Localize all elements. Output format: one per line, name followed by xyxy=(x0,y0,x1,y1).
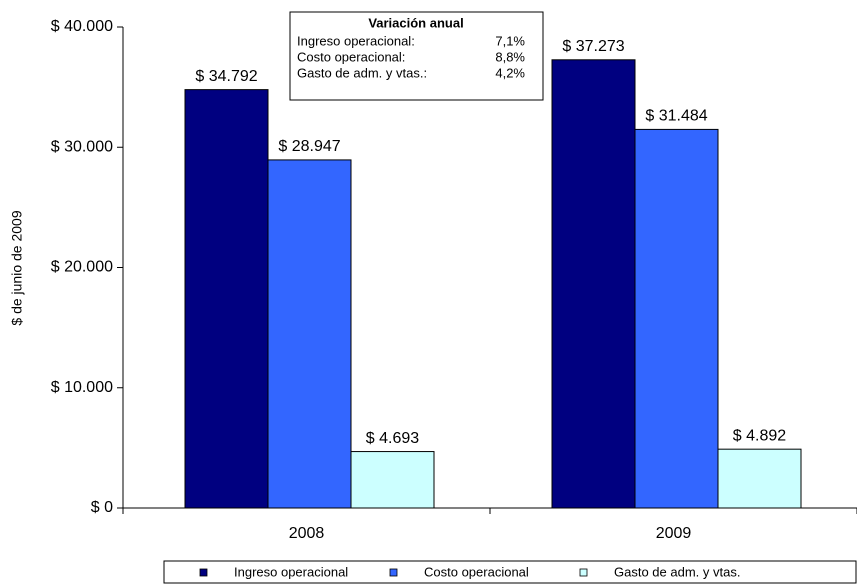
annotation-value: 7,1% xyxy=(495,33,525,48)
legend-label: Ingreso operacional xyxy=(234,564,348,579)
annotation-label: Ingreso operacional: xyxy=(297,33,415,48)
annotation-box xyxy=(289,11,544,101)
value-label: $ 28.947 xyxy=(278,138,340,155)
x-tick-label: 2009 xyxy=(656,525,692,542)
legend-label: Gasto de adm. y vtas. xyxy=(614,564,740,579)
bar xyxy=(184,89,269,509)
y-axis-label: $ de junio de 2009 xyxy=(9,210,25,325)
y-tick-label: $ 10.000 xyxy=(51,379,113,396)
value-label: $ 4.892 xyxy=(733,427,786,444)
legend-box xyxy=(163,560,857,584)
y-tick-label: $ 20.000 xyxy=(51,259,113,276)
bar xyxy=(350,451,435,509)
y-tick-label: $ 40.000 xyxy=(51,18,113,35)
bar xyxy=(267,159,352,509)
x-tick-label: 2008 xyxy=(289,525,325,542)
y-tick-label: $ 30.000 xyxy=(51,138,113,155)
bar xyxy=(551,59,636,509)
value-label: $ 31.484 xyxy=(645,108,707,125)
legend-label: Costo operacional xyxy=(424,564,529,579)
legend-marker xyxy=(199,568,208,577)
annotation-label: Costo operacional: xyxy=(297,49,405,64)
annotation-title: Variación anual xyxy=(368,15,463,30)
bar xyxy=(634,128,719,509)
value-label: $ 4.693 xyxy=(366,430,419,447)
legend-marker xyxy=(389,568,398,577)
annotation-label: Gasto de adm. y vtas.: xyxy=(297,65,427,80)
value-label: $ 34.792 xyxy=(195,68,257,85)
legend-marker xyxy=(579,568,588,577)
value-label: $ 37.273 xyxy=(562,38,624,55)
annotation-value: 8,8% xyxy=(495,49,525,64)
annotation-value: 4,2% xyxy=(495,65,525,80)
bar xyxy=(717,448,802,509)
y-tick-label: $ 0 xyxy=(91,499,113,516)
